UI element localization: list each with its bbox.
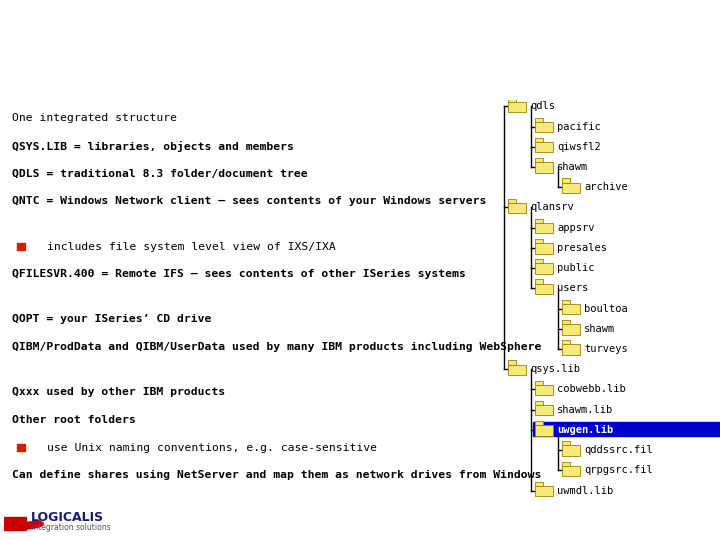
Bar [535, 118, 543, 122]
Text: qlansrv: qlansrv [530, 202, 574, 212]
Text: pacific: pacific [557, 122, 600, 132]
Bar [562, 320, 570, 324]
Text: QDLS = traditional 8.3 folder/document tree: QDLS = traditional 8.3 folder/document t… [12, 168, 307, 179]
Text: One integrated structure: One integrated structure [12, 113, 177, 123]
Bar [535, 219, 543, 223]
Text: use Unix naming conventions, e.g. case-sensitive: use Unix naming conventions, e.g. case-s… [47, 443, 377, 453]
Bar [535, 425, 553, 436]
Bar [562, 178, 570, 183]
Text: QSYS.LIB = libraries, objects and members: QSYS.LIB = libraries, objects and member… [12, 141, 294, 152]
Text: shawm: shawm [557, 162, 588, 172]
Text: public: public [557, 263, 595, 273]
Bar [562, 340, 570, 345]
Bar [562, 462, 570, 465]
Text: turveys: turveys [584, 344, 628, 354]
Bar [562, 304, 580, 314]
Bar [562, 324, 580, 334]
Wedge shape [0, 521, 43, 530]
Bar [562, 300, 570, 304]
Bar [562, 465, 580, 476]
Bar [508, 97, 516, 102]
Bar [535, 138, 543, 142]
Bar [508, 360, 516, 364]
Text: qsys.lib: qsys.lib [530, 364, 580, 374]
Bar [535, 401, 543, 405]
Text: Qxxx used by other IBM products: Qxxx used by other IBM products [12, 387, 225, 397]
Bar [535, 385, 553, 395]
Text: QIBM/ProdData and QIBM/UserData used by many IBM products including WebSphere: QIBM/ProdData and QIBM/UserData used by … [12, 342, 541, 352]
Bar [535, 280, 543, 284]
Text: Can define shares using NetServer and map them as network drives from Windows: Can define shares using NetServer and ma… [12, 470, 541, 481]
Bar [535, 239, 543, 243]
Bar [535, 284, 553, 294]
Bar [535, 381, 543, 385]
Text: appsrv: appsrv [557, 222, 595, 233]
Text: QNTC = Windows Network client – sees contents of your Windows servers: QNTC = Windows Network client – sees con… [12, 197, 487, 206]
Text: includes file system level view of IXS/IXA: includes file system level view of IXS/I… [47, 241, 336, 252]
Text: QFILESVR.400 = Remote IFS – sees contents of other ISeries systems: QFILESVR.400 = Remote IFS – sees content… [12, 269, 466, 279]
Bar [535, 163, 553, 173]
Text: integration solutions: integration solutions [30, 523, 110, 532]
Text: cobwebb.lib: cobwebb.lib [557, 384, 626, 395]
Bar [535, 264, 553, 274]
Text: Other root folders: Other root folders [12, 415, 136, 425]
Bar [508, 102, 526, 112]
Text: boultoa: boultoa [584, 303, 628, 314]
Bar [535, 223, 553, 233]
Text: shawm: shawm [584, 324, 616, 334]
Bar [535, 259, 543, 264]
Text: qiwsfl2: qiwsfl2 [557, 141, 600, 152]
Bar [508, 199, 516, 202]
Bar [535, 158, 543, 163]
Bar [562, 446, 580, 456]
Bar [535, 405, 553, 415]
Bar [535, 486, 553, 496]
Text: users: users [557, 284, 588, 293]
Text: LOGICALIS: LOGICALIS [30, 511, 104, 524]
Text: uwmdl.lib: uwmdl.lib [557, 485, 613, 496]
Bar [508, 202, 526, 213]
Text: uwgen.lib: uwgen.lib [557, 425, 613, 435]
Bar [562, 345, 580, 355]
Text: archive: archive [584, 182, 628, 192]
Bar [562, 183, 580, 193]
Bar [508, 364, 526, 375]
Text: qddssrc.fil: qddssrc.fil [584, 445, 653, 455]
Bar [17, 243, 25, 250]
Bar [535, 243, 553, 254]
Text: shawm.lib: shawm.lib [557, 404, 613, 415]
Text: QOPT = your ISeries’ CD drive: QOPT = your ISeries’ CD drive [12, 314, 212, 325]
Bar [533, 422, 720, 436]
Bar [535, 122, 553, 132]
Bar [4, 517, 26, 530]
Bar [562, 441, 570, 445]
Bar [17, 444, 25, 451]
Bar [535, 421, 543, 425]
Text: Integrated Filing System: Integrated Filing System [13, 17, 334, 39]
Text: qdls: qdls [530, 102, 555, 111]
Text: qrpgsrc.fil: qrpgsrc.fil [584, 465, 653, 475]
Bar [535, 482, 543, 486]
Bar [535, 142, 553, 152]
Text: presales: presales [557, 243, 607, 253]
